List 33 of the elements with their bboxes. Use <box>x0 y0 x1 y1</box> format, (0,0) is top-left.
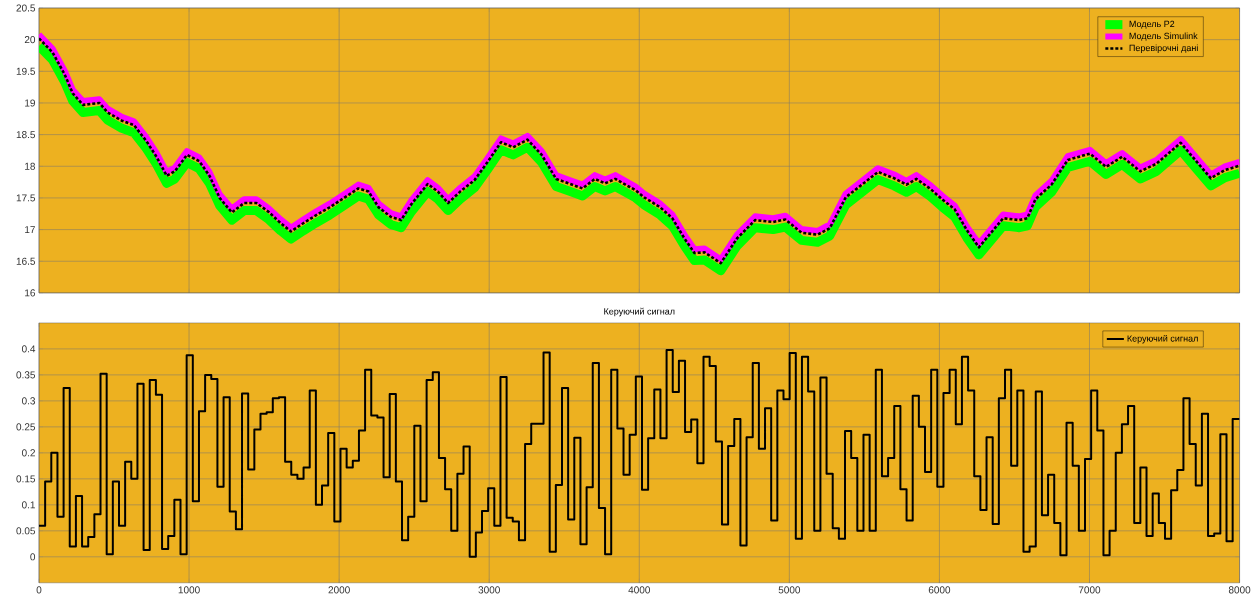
y-tick-label: 19 <box>25 99 35 107</box>
x-tick-label: 2000 <box>328 586 350 594</box>
legend-label: Керуючий сигнал <box>1127 334 1198 344</box>
x-tick-label: 1000 <box>178 586 200 594</box>
y-tick-label: 0.2 <box>21 449 35 457</box>
y-tick-label: 20.5 <box>16 4 36 12</box>
y-tick-label: 0.1 <box>21 501 35 509</box>
y-tick-label: 0.3 <box>21 397 36 405</box>
x-tick-label: 7000 <box>1078 586 1101 594</box>
y-tick-label: 0 <box>30 553 36 561</box>
x-tick-label: 3000 <box>478 586 500 594</box>
y-tick-label: 0.05 <box>16 527 36 535</box>
y-tick-label: 17.5 <box>16 194 36 202</box>
y-tick-label: 18.5 <box>16 131 36 139</box>
y-tick-label: 0.15 <box>16 475 36 483</box>
y-tick-label: 0.25 <box>16 423 36 431</box>
y-tick-label: 16.5 <box>16 257 36 265</box>
y-tick-label: 0.4 <box>21 345 36 353</box>
x-tick-label: 4000 <box>628 586 650 594</box>
y-tick-label: 20 <box>24 36 36 44</box>
legend-label: Модель P2 <box>1129 20 1175 29</box>
legend-label: Перевірочні дані <box>1129 44 1198 54</box>
x-tick-label: 0 <box>36 586 42 594</box>
x-tick-label: 5000 <box>778 586 801 594</box>
chart-title: Керуючий сигнал <box>604 307 675 317</box>
y-tick-label: 16 <box>25 289 36 297</box>
y-tick-label: 17 <box>25 226 35 234</box>
y-tick-label: 0.35 <box>16 371 36 379</box>
y-tick-label: 18 <box>25 162 36 170</box>
x-tick-label: 6000 <box>928 586 951 594</box>
y-tick-label: 19.5 <box>16 67 36 75</box>
legend-label: Модель Simulink <box>1129 32 1198 41</box>
x-tick-label: 8000 <box>1228 586 1251 594</box>
